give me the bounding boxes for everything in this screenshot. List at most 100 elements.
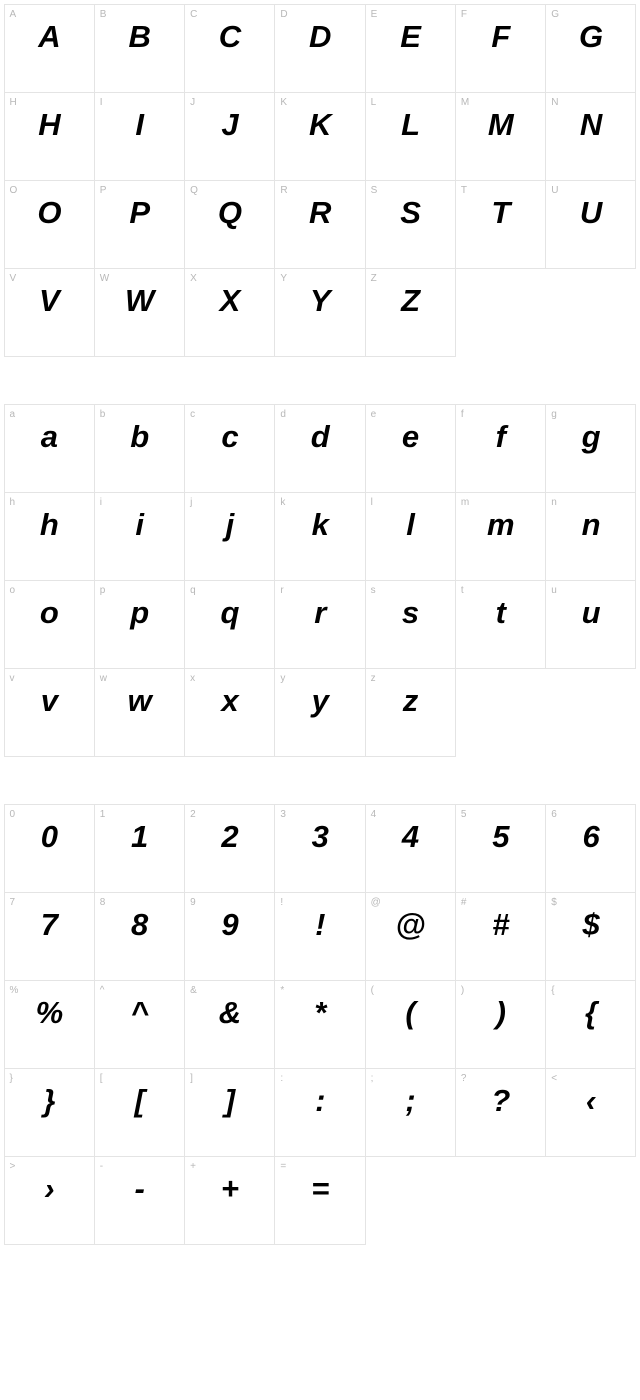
glyph-cell: vv (4, 668, 95, 757)
glyph-cell: QQ (184, 180, 275, 269)
cell-glyph: R (275, 195, 364, 231)
glyph-cell: ^^ (94, 980, 185, 1069)
cell-glyph: ] (185, 1083, 274, 1119)
cell-glyph: o (5, 595, 94, 631)
glyph-cell: CC (184, 4, 275, 93)
glyph-cell: ww (94, 668, 185, 757)
glyph-cell: ?? (455, 1068, 546, 1157)
cell-glyph: t (456, 595, 545, 631)
cell-glyph: N (546, 107, 635, 143)
cell-glyph: ! (275, 907, 364, 943)
glyph-cell: @@ (365, 892, 456, 981)
glyph-cell: 33 (274, 804, 365, 893)
glyph-cell: tt (455, 580, 546, 669)
cell-glyph: = (275, 1171, 364, 1207)
cell-glyph: E (366, 19, 455, 55)
glyph-cell: EE (365, 4, 456, 93)
cell-glyph: l (366, 507, 455, 543)
cell-glyph: @ (366, 907, 455, 943)
cell-glyph: C (185, 19, 274, 55)
cell-glyph: k (275, 507, 364, 543)
cell-glyph: & (185, 995, 274, 1031)
cell-glyph: Y (275, 283, 364, 319)
cell-glyph: ( (366, 995, 455, 1031)
cell-glyph: I (95, 107, 184, 143)
cell-glyph: 0 (5, 819, 94, 855)
glyph-cell: JJ (184, 92, 275, 181)
cell-glyph: z (366, 683, 455, 719)
cell-glyph: { (546, 995, 635, 1031)
glyph-cell: NN (545, 92, 636, 181)
glyph-cell: VV (4, 268, 95, 357)
cell-glyph: j (185, 507, 274, 543)
cell-glyph: % (5, 995, 94, 1031)
glyph-cell (545, 668, 636, 757)
glyph-cell: xx (184, 668, 275, 757)
cell-glyph: S (366, 195, 455, 231)
glyph-cell: zz (365, 668, 456, 757)
glyph-cell: PP (94, 180, 185, 269)
glyph-cell: ## (455, 892, 546, 981)
glyph-cell: 44 (365, 804, 456, 893)
glyph-cell: XX (184, 268, 275, 357)
glyph-cell: cc (184, 404, 275, 493)
cell-glyph: 6 (546, 819, 635, 855)
cell-glyph: e (366, 419, 455, 455)
cell-glyph: 4 (366, 819, 455, 855)
cell-glyph: 1 (95, 819, 184, 855)
cell-glyph: h (5, 507, 94, 543)
glyph-cell: YY (274, 268, 365, 357)
glyph-cell: II (94, 92, 185, 181)
glyph-cell: AA (4, 4, 95, 93)
glyph-cell: BB (94, 4, 185, 93)
glyph-cell: dd (274, 404, 365, 493)
cell-glyph: f (456, 419, 545, 455)
cell-glyph: w (95, 683, 184, 719)
glyph-cell: }} (4, 1068, 95, 1157)
glyph-cell: 55 (455, 804, 546, 893)
glyph-cell: FF (455, 4, 546, 93)
section-lowercase: aabbccddeeffgghhiijjkkllmmnnooppqqrrsstt… (4, 404, 636, 756)
cell-glyph: s (366, 595, 455, 631)
section-symbols: 00112233445566778899!!@@##$$%%^^&&**(())… (4, 804, 636, 1244)
character-map: AABBCCDDEEFFGGHHIIJJKKLLMMNNOOPPQQRRSSTT… (4, 4, 636, 1244)
cell-glyph: M (456, 107, 545, 143)
cell-glyph: U (546, 195, 635, 231)
glyph-cell: ii (94, 492, 185, 581)
cell-glyph: F (456, 19, 545, 55)
glyph-cell (455, 668, 546, 757)
cell-glyph: A (5, 19, 94, 55)
glyph-cell: )) (455, 980, 546, 1069)
glyph-grid: 00112233445566778899!!@@##$$%%^^&&**(())… (4, 804, 636, 1244)
glyph-cell: >› (4, 1156, 95, 1245)
glyph-cell: && (184, 980, 275, 1069)
glyph-cell: UU (545, 180, 636, 269)
cell-glyph: p (95, 595, 184, 631)
cell-glyph: q (185, 595, 274, 631)
cell-glyph: c (185, 419, 274, 455)
glyph-cell: SS (365, 180, 456, 269)
glyph-cell: MM (455, 92, 546, 181)
glyph-cell: jj (184, 492, 275, 581)
cell-glyph: n (546, 507, 635, 543)
glyph-cell: GG (545, 4, 636, 93)
cell-glyph: m (456, 507, 545, 543)
cell-glyph: g (546, 419, 635, 455)
cell-glyph: a (5, 419, 94, 455)
cell-glyph: y (275, 683, 364, 719)
cell-glyph: i (95, 507, 184, 543)
glyph-grid: aabbccddeeffgghhiijjkkllmmnnooppqqrrsstt… (4, 404, 636, 756)
glyph-cell: 77 (4, 892, 95, 981)
glyph-cell: 99 (184, 892, 275, 981)
cell-glyph: [ (95, 1083, 184, 1119)
cell-glyph: T (456, 195, 545, 231)
glyph-cell: 22 (184, 804, 275, 893)
cell-glyph: X (185, 283, 274, 319)
glyph-cell: 88 (94, 892, 185, 981)
cell-glyph: * (275, 995, 364, 1031)
glyph-cell: ]] (184, 1068, 275, 1157)
cell-glyph: V (5, 283, 94, 319)
cell-glyph: P (95, 195, 184, 231)
cell-glyph: u (546, 595, 635, 631)
cell-glyph: : (275, 1083, 364, 1119)
